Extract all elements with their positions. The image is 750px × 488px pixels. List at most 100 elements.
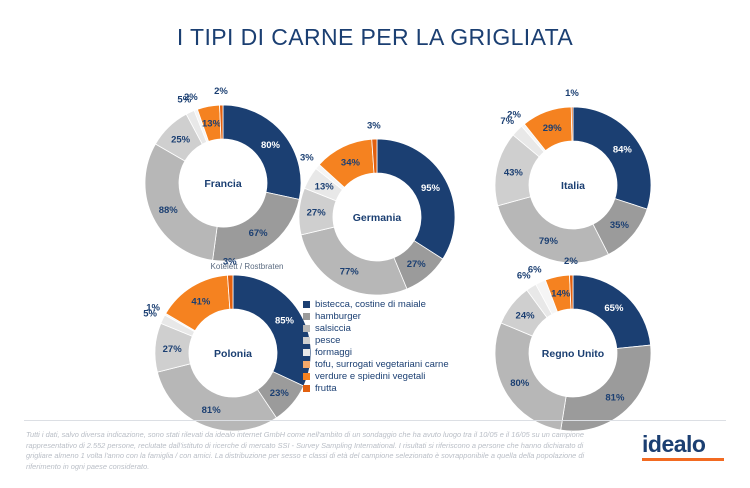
slice-value-label: 1% <box>565 88 579 99</box>
slice-value-label: 95% <box>421 183 441 194</box>
donut-slice[interactable] <box>371 138 378 174</box>
donut-slice[interactable] <box>570 106 574 142</box>
donut-country-label: Polonia <box>214 348 252 360</box>
slice-value-label: 13% <box>315 182 335 193</box>
donut-hole <box>529 141 617 229</box>
legend-item[interactable]: verdure e spiedini vegetali <box>303 371 493 382</box>
donut-slice[interactable] <box>569 274 574 310</box>
slice-value-label: 25% <box>171 134 191 145</box>
donut-chart-polonia: 85% 23% 81% 27% 5% 1% 41% 3% Polonia <box>128 248 338 458</box>
legend-item-label: frutta <box>315 383 337 394</box>
donut-hole <box>333 173 421 261</box>
footer-divider <box>24 420 726 421</box>
donut-svg: 84%35%79%43%7%2%29%1%Italia <box>494 88 652 264</box>
donut-country-label: Germania <box>353 212 402 224</box>
idealo-logo-underline <box>642 458 724 461</box>
slice-value-label: 65% <box>604 303 624 314</box>
legend-item-label: bistecca, costine di maiale <box>315 299 426 310</box>
donut-country-label: Francia <box>204 178 242 190</box>
donut-country-label: Regno Unito <box>542 348 604 360</box>
slice-value-label: 24% <box>516 310 536 321</box>
slice-value-label: 13% <box>202 118 222 129</box>
slice-value-label: 5% <box>177 95 191 106</box>
slice-value-label: 84% <box>613 144 633 155</box>
slice-value-label: 81% <box>605 393 625 404</box>
footer-methodology-note: Tutti i dati, salvo diversa indicazione,… <box>26 430 585 471</box>
slice-value-label: 3% <box>367 120 381 131</box>
legend-item[interactable]: frutta <box>303 383 493 394</box>
slice-value-label: 2% <box>184 92 198 103</box>
donut-hole <box>179 139 267 227</box>
donut-annotation: Kotelett / Rostbraten <box>211 262 284 271</box>
slice-value-label: 2% <box>507 110 521 121</box>
chart-legend: bistecca, costine di maiale hamburger sals… <box>303 299 493 395</box>
slice-value-label: 6% <box>528 265 542 276</box>
donut-chart-italia: 84% 35% 79% 43% 7% 2% 29% 1% Italia <box>468 80 678 290</box>
donut-hole <box>189 309 277 397</box>
donut-chart-germania: 95% 27% 77% 27% 13% 3% 34% 3% Germania <box>272 112 482 322</box>
slice-value-label: 27% <box>407 259 427 270</box>
legend-swatch-icon <box>303 337 310 344</box>
donut-slice[interactable] <box>300 226 408 296</box>
slice-value-label: 43% <box>504 167 524 178</box>
legend-swatch-icon <box>303 349 310 356</box>
legend-item[interactable]: bistecca, costine di maiale <box>303 299 493 310</box>
donut-slice[interactable] <box>227 274 234 310</box>
slice-value-label: 80% <box>261 140 281 151</box>
slice-value-label: 1% <box>146 303 160 314</box>
slice-value-label: 2% <box>214 86 228 97</box>
legend-item[interactable]: tofu, surrogati vegetariani carne <box>303 359 493 370</box>
donut-svg: 85% 23% 81% 27% 5%1% 41% 3% Polonia <box>143 256 312 432</box>
legend-item[interactable]: salsiccia <box>303 323 493 334</box>
legend-swatch-icon <box>303 301 310 308</box>
slice-value-label: 23% <box>270 388 290 399</box>
legend-swatch-icon <box>303 385 310 392</box>
donut-chart-regno-unito: 65% 81% 80% 24% 6% 6% 14% 2% Regno Unito <box>468 248 678 458</box>
slice-value-label: 2% <box>564 256 578 267</box>
idealo-logo: idealo <box>642 432 728 461</box>
slice-value-label: 29% <box>543 123 563 134</box>
legend-item-label: salsiccia <box>315 323 351 334</box>
legend-swatch-icon <box>303 361 310 368</box>
donut-country-label: Italia <box>561 180 585 192</box>
page-title: I TIPI DI CARNE PER LA GRIGLIATA <box>176 24 574 50</box>
slice-value-label: 14% <box>551 288 571 299</box>
legend-item-label: formaggi <box>315 347 352 358</box>
legend-item-label: verdure e spiedini vegetali <box>315 371 426 382</box>
slice-value-label: 79% <box>539 236 559 247</box>
slice-value-label: 6% <box>517 270 531 281</box>
legend-item[interactable]: formaggi <box>303 347 493 358</box>
donut-slice[interactable] <box>144 143 218 261</box>
slice-value-label: 5% <box>143 308 157 319</box>
donut-slice[interactable] <box>494 322 567 431</box>
donut-svg: 65% 81% 80% 24% 6%6% 14% 2% Regno Unito <box>494 256 652 432</box>
slice-value-label: 67% <box>249 228 269 239</box>
donut-slice[interactable] <box>156 363 277 432</box>
legend-swatch-icon <box>303 325 310 332</box>
slice-value-label: 27% <box>163 344 183 355</box>
legend-swatch-icon <box>303 313 310 320</box>
donut-slice[interactable] <box>376 138 456 260</box>
slice-value-label: 81% <box>202 405 222 416</box>
slice-value-label: 3% <box>223 256 237 267</box>
slice-value-label: 80% <box>510 378 530 389</box>
donut-slice[interactable] <box>219 104 224 140</box>
donut-slice[interactable] <box>560 344 652 432</box>
slice-value-label: 27% <box>307 208 327 219</box>
idealo-logo-wordmark: idealo <box>642 431 706 457</box>
slice-value-label: 3% <box>300 153 314 164</box>
donut-chart-francia: 80% 67% 88% 25% 5% 2% 13% 2% Francia Kotelett / R… <box>118 78 328 288</box>
slice-value-label: 34% <box>341 157 361 168</box>
legend-item[interactable]: hamburger <box>303 311 493 322</box>
slice-value-label: 77% <box>340 267 360 278</box>
slice-value-label: 85% <box>275 315 295 326</box>
slice-value-label: 35% <box>610 220 630 231</box>
legend-swatch-icon <box>303 373 310 380</box>
legend-item[interactable]: pesce <box>303 335 493 346</box>
slice-value-label: 41% <box>191 296 211 307</box>
donut-svg: 95% 27% 77% 27% 13% 3% 34% 3% Germania <box>298 120 456 296</box>
slice-value-label: 88% <box>159 205 179 216</box>
legend-item-label: pesce <box>315 335 341 346</box>
